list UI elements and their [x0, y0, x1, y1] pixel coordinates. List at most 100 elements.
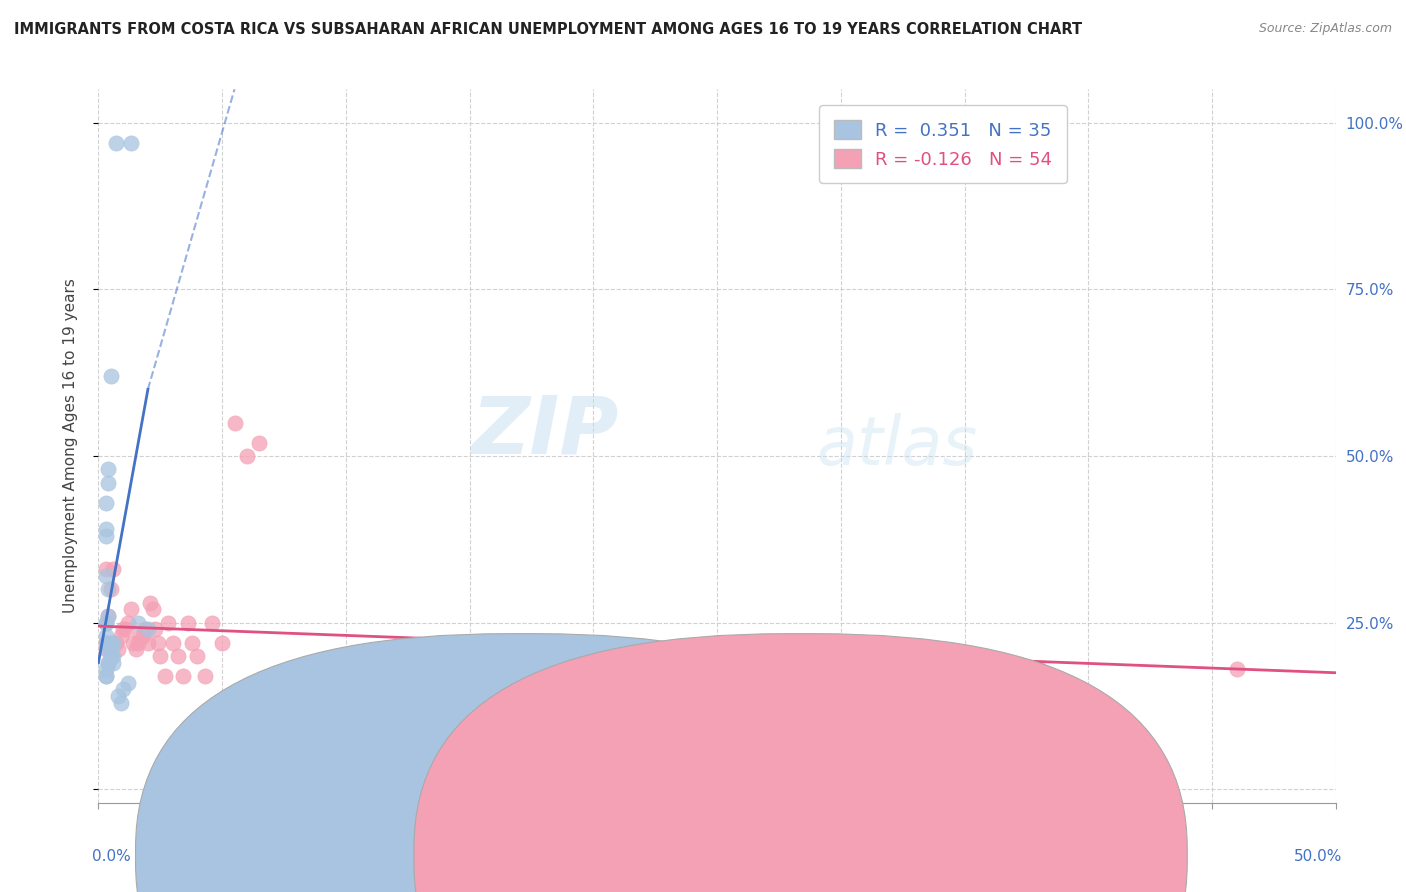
- Point: [1226, 662, 1249, 676]
- Point: [100, 642, 122, 657]
- Point: [94, 569, 117, 583]
- Point: [146, 636, 169, 650]
- Point: [104, 136, 127, 150]
- Point: [139, 596, 162, 610]
- Point: [97, 462, 120, 476]
- Point: [166, 649, 188, 664]
- Point: [186, 649, 208, 664]
- Point: [94, 529, 117, 543]
- Point: [155, 669, 177, 683]
- Point: [1028, 662, 1050, 676]
- Point: [94, 669, 117, 683]
- Point: [309, 696, 332, 710]
- Point: [384, 702, 406, 716]
- Point: [103, 656, 125, 670]
- Point: [181, 636, 204, 650]
- Point: [110, 629, 132, 643]
- Point: [120, 136, 142, 150]
- Point: [127, 636, 149, 650]
- Point: [127, 615, 149, 630]
- Text: Source: ZipAtlas.com: Source: ZipAtlas.com: [1258, 22, 1392, 36]
- Text: atlas: atlas: [815, 413, 977, 479]
- Point: [162, 636, 184, 650]
- Point: [104, 636, 127, 650]
- Point: [360, 702, 382, 716]
- Point: [94, 662, 117, 676]
- Point: [149, 649, 172, 664]
- Point: [136, 623, 159, 637]
- Point: [247, 435, 270, 450]
- Point: [100, 582, 122, 597]
- Point: [484, 696, 506, 710]
- Text: 50.0%: 50.0%: [1294, 849, 1341, 864]
- Point: [100, 649, 122, 664]
- Point: [132, 629, 155, 643]
- Point: [582, 682, 605, 697]
- Point: [134, 623, 156, 637]
- Point: [97, 636, 120, 650]
- Point: [117, 675, 139, 690]
- Point: [224, 416, 246, 430]
- Point: [94, 636, 117, 650]
- Text: ZIP: ZIP: [471, 392, 619, 471]
- Point: [122, 636, 145, 650]
- Point: [107, 642, 129, 657]
- Point: [94, 669, 117, 683]
- Point: [176, 615, 198, 630]
- Point: [103, 636, 125, 650]
- Point: [94, 496, 117, 510]
- Point: [780, 702, 803, 716]
- Point: [97, 656, 120, 670]
- Point: [97, 582, 120, 597]
- Point: [94, 562, 117, 576]
- Point: [103, 649, 125, 664]
- Point: [260, 696, 283, 710]
- Text: Sub-Saharan Africans: Sub-Saharan Africans: [823, 849, 980, 864]
- Point: [201, 615, 224, 630]
- Point: [143, 623, 166, 637]
- Legend: R =  0.351   N = 35, R = -0.126   N = 54: R = 0.351 N = 35, R = -0.126 N = 54: [820, 105, 1067, 183]
- Point: [172, 669, 194, 683]
- Point: [97, 656, 120, 670]
- Point: [94, 615, 117, 630]
- Point: [110, 696, 132, 710]
- Point: [681, 689, 703, 703]
- Point: [142, 602, 165, 616]
- Point: [120, 602, 142, 616]
- Point: [117, 615, 139, 630]
- Point: [533, 749, 555, 764]
- Point: [129, 629, 152, 643]
- Point: [94, 642, 117, 657]
- Y-axis label: Unemployment Among Ages 16 to 19 years: Unemployment Among Ages 16 to 19 years: [63, 278, 77, 614]
- Point: [409, 715, 432, 730]
- Point: [94, 629, 117, 643]
- Text: IMMIGRANTS FROM COSTA RICA VS SUBSAHARAN AFRICAN UNEMPLOYMENT AMONG AGES 16 TO 1: IMMIGRANTS FROM COSTA RICA VS SUBSAHARAN…: [14, 22, 1083, 37]
- Point: [100, 636, 122, 650]
- Point: [107, 689, 129, 703]
- Point: [194, 669, 217, 683]
- Point: [112, 682, 135, 697]
- Point: [97, 609, 120, 624]
- Point: [94, 636, 117, 650]
- Point: [335, 675, 357, 690]
- Point: [97, 642, 120, 657]
- Point: [103, 562, 125, 576]
- Point: [100, 649, 122, 664]
- Point: [100, 368, 122, 383]
- FancyBboxPatch shape: [135, 633, 908, 892]
- Point: [211, 636, 233, 650]
- Point: [94, 522, 117, 536]
- Text: Immigrants from Costa Rica: Immigrants from Costa Rica: [544, 849, 749, 864]
- Point: [285, 682, 308, 697]
- Point: [94, 615, 117, 630]
- Point: [433, 729, 456, 743]
- Point: [236, 449, 259, 463]
- FancyBboxPatch shape: [413, 633, 1187, 892]
- Point: [136, 636, 159, 650]
- Text: 0.0%: 0.0%: [93, 849, 131, 864]
- Point: [114, 623, 136, 637]
- Point: [124, 642, 146, 657]
- Point: [97, 475, 120, 490]
- Point: [97, 609, 120, 624]
- Point: [112, 623, 135, 637]
